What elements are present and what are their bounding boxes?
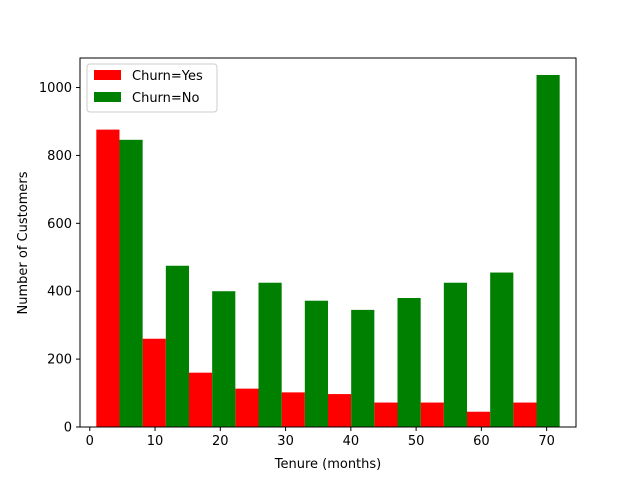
y-axis-label: Number of Customers bbox=[16, 171, 31, 314]
x-tick-label: 70 bbox=[538, 434, 555, 449]
bar-churn-yes-6 bbox=[374, 402, 398, 427]
x-tick-label: 10 bbox=[147, 434, 164, 449]
legend-label-churn-yes: Churn=Yes bbox=[132, 69, 203, 84]
y-tick-label: 200 bbox=[47, 353, 72, 368]
legend-swatch-churn-no bbox=[94, 92, 121, 102]
bar-churn-yes-7 bbox=[420, 402, 444, 427]
bar-churn-no-9 bbox=[536, 74, 560, 427]
x-tick-label: 20 bbox=[212, 434, 229, 449]
x-axis-label: Tenure (months) bbox=[274, 457, 382, 472]
y-tick-label: 400 bbox=[47, 285, 72, 300]
ticks-layer: 0 10 20 30 40 50 60 70 0 200 400 600 800 1000 bbox=[39, 81, 555, 449]
bar-churn-yes-9 bbox=[513, 402, 537, 427]
bar-churn-yes-5 bbox=[328, 394, 352, 427]
bar-churn-no-2 bbox=[212, 291, 236, 427]
bar-churn-no-7 bbox=[443, 282, 468, 427]
y-tick-label: 0 bbox=[64, 421, 72, 436]
bar-churn-no-1 bbox=[165, 265, 189, 427]
bar-churn-yes-4 bbox=[281, 392, 305, 427]
bar-churn-yes-8 bbox=[467, 411, 491, 427]
bar-churn-no-0 bbox=[119, 139, 143, 427]
x-tick-label: 50 bbox=[408, 434, 425, 449]
bar-churn-yes-3 bbox=[235, 388, 259, 427]
bar-churn-yes-1 bbox=[142, 338, 166, 427]
legend-swatch-churn-yes bbox=[94, 70, 121, 80]
bar-churn-yes-2 bbox=[188, 372, 213, 427]
bar-churn-no-4 bbox=[304, 300, 328, 427]
bar-churn-yes-0 bbox=[96, 129, 120, 427]
bar-churn-no-3 bbox=[258, 282, 282, 427]
x-tick-label: 40 bbox=[343, 434, 360, 449]
y-tick-label: 1000 bbox=[39, 81, 72, 96]
x-tick-label: 60 bbox=[473, 434, 490, 449]
legend: Churn=Yes Churn=No bbox=[86, 63, 218, 113]
legend-label-churn-no: Churn=No bbox=[132, 91, 200, 106]
bar-churn-no-8 bbox=[490, 272, 514, 427]
bar-churn-no-6 bbox=[397, 298, 421, 427]
y-tick-label: 800 bbox=[47, 149, 72, 164]
bar-churn-no-5 bbox=[351, 309, 375, 427]
plot-frame bbox=[79, 57, 577, 428]
x-tick-label: 30 bbox=[277, 434, 294, 449]
axes-layer bbox=[79, 57, 577, 428]
y-tick-label: 600 bbox=[47, 217, 72, 232]
x-tick-label: 0 bbox=[86, 434, 94, 449]
bars-layer bbox=[96, 74, 560, 427]
